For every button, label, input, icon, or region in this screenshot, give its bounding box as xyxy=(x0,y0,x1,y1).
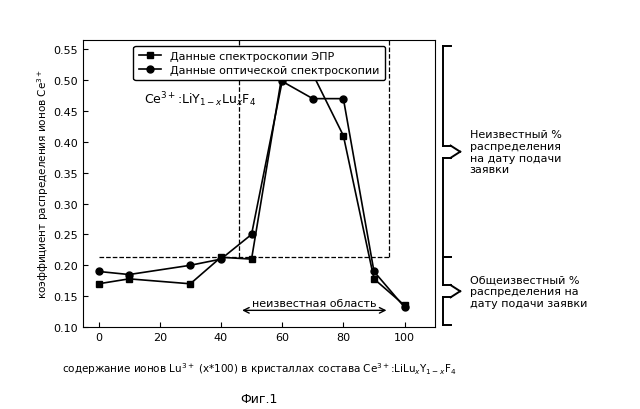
Line: Данные оптической спектроскопии: Данные оптической спектроскопии xyxy=(95,79,408,311)
Данные спектроскопии ЭПР xyxy=(217,255,225,260)
Text: Общеизвестный %
распределения на
дату подачи заявки: Общеизвестный % распределения на дату по… xyxy=(470,275,587,308)
Данные оптической спектроскопии xyxy=(309,97,317,102)
Данные спектроскопии ЭПР xyxy=(370,277,378,282)
Данные оптической спектроскопии xyxy=(186,263,194,268)
Данные спектроскопии ЭПР xyxy=(401,303,408,308)
Данные спектроскопии ЭПР xyxy=(309,72,317,77)
Line: Данные спектроскопии ЭПР: Данные спектроскопии ЭПР xyxy=(95,71,408,309)
Данные оптической спектроскопии xyxy=(401,305,408,310)
Text: неизвестная область: неизвестная область xyxy=(252,299,376,309)
Данные спектроскопии ЭПР xyxy=(125,277,133,282)
Text: Фиг.1: Фиг.1 xyxy=(241,392,278,405)
Данные спектроскопии ЭПР xyxy=(248,257,255,262)
Данные оптической спектроскопии xyxy=(125,272,133,277)
Данные оптической спектроскопии xyxy=(370,270,378,274)
Text: Ce$^{3+}$:LiY$_{1-x}$Lu$_x$F$_4$: Ce$^{3+}$:LiY$_{1-x}$Lu$_x$F$_4$ xyxy=(145,90,257,109)
Данные спектроскопии ЭПР xyxy=(278,72,286,77)
Данные спектроскопии ЭПР xyxy=(340,134,348,139)
Данные оптической спектроскопии xyxy=(217,257,225,262)
Данные оптической спектроскопии xyxy=(340,97,348,102)
Y-axis label: коэффициент распределения ионов Ce$^{3+}$: коэффициент распределения ионов Ce$^{3+}… xyxy=(35,70,51,299)
Данные спектроскопии ЭПР xyxy=(95,282,102,287)
Данные спектроскопии ЭПР xyxy=(186,282,194,287)
Text: содержание ионов Lu$^{3+}$ (x*100) в кристаллах состава Ce$^{3+}$:LiLu$_x$Y$_{1-: содержание ионов Lu$^{3+}$ (x*100) в кри… xyxy=(62,360,456,376)
Данные оптической спектроскопии xyxy=(278,80,286,85)
Text: Неизвестный %
распределения
на дату подачи
заявки: Неизвестный % распределения на дату пода… xyxy=(470,130,562,175)
Данные оптической спектроскопии xyxy=(248,232,255,237)
Данные оптической спектроскопии xyxy=(95,270,102,274)
Legend: Данные спектроскопии ЭПР, Данные оптической спектроскопии: Данные спектроскопии ЭПР, Данные оптичес… xyxy=(133,47,385,81)
